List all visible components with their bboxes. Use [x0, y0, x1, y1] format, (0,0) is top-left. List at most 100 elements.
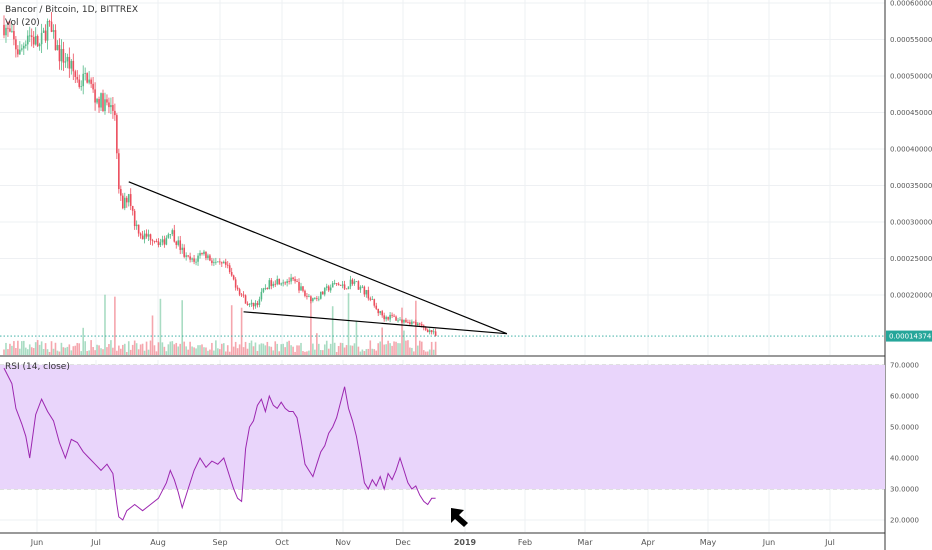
candle-body — [250, 302, 253, 305]
candle-body — [359, 286, 362, 290]
volume-bar — [207, 350, 209, 355]
candle-body — [133, 210, 136, 227]
volume-bar — [201, 344, 203, 355]
candle-body — [316, 298, 318, 299]
candle-body — [42, 30, 45, 33]
candle-body — [183, 247, 185, 257]
candle-body — [312, 298, 314, 301]
volume-bar — [298, 345, 300, 355]
volume-bar — [155, 351, 158, 355]
candle-body — [129, 194, 132, 206]
candle-body — [217, 261, 219, 263]
candle-body — [165, 237, 168, 245]
candle-body — [341, 284, 344, 286]
volume-bar — [82, 327, 84, 355]
candle-body — [244, 295, 247, 304]
candle-body — [86, 73, 88, 83]
candle-body — [203, 251, 205, 254]
volume-bar — [151, 315, 154, 355]
candle-body — [155, 241, 158, 242]
candle-body — [236, 287, 239, 290]
volume-bar — [365, 349, 368, 355]
volume-bar — [228, 351, 231, 355]
volume-bar — [274, 341, 277, 355]
candle-body — [286, 281, 288, 283]
candle-body — [387, 316, 389, 320]
volume-bar — [240, 307, 243, 355]
candle-body — [106, 99, 108, 103]
candle-body — [397, 320, 399, 322]
volume-bar — [189, 341, 191, 355]
candle-body — [215, 261, 217, 263]
volume-bar — [224, 351, 227, 355]
candle-body — [371, 299, 374, 300]
candle-body — [367, 290, 370, 299]
volume-bar — [179, 343, 182, 355]
trendline-upper — [128, 181, 508, 335]
volume-bar — [197, 345, 199, 355]
volume-bar — [217, 348, 219, 355]
candle-body — [290, 277, 292, 282]
candle-body — [347, 286, 350, 290]
candle-body — [385, 316, 387, 320]
candle-body — [207, 255, 209, 259]
candle-body — [420, 324, 423, 326]
volume-bar — [211, 342, 213, 355]
candle-body — [191, 258, 193, 260]
volume-bar — [9, 343, 11, 355]
candle-body — [262, 288, 265, 292]
volume-bar — [399, 343, 401, 355]
volume-bar — [94, 350, 96, 355]
volume-bar — [143, 350, 146, 355]
candle-body — [112, 105, 114, 111]
volume-bar — [238, 344, 241, 355]
time-tick-label: Jun — [30, 538, 44, 547]
candle-body — [19, 49, 21, 55]
candle-body — [74, 71, 77, 77]
candle-body — [143, 233, 146, 240]
candle-body — [92, 83, 94, 90]
candle-body — [209, 255, 211, 261]
rsi-tick-label: 20.0000 — [890, 517, 919, 525]
candle-body — [201, 252, 203, 254]
price-candles[interactable] — [3, 11, 437, 337]
candle-body — [333, 283, 336, 284]
rsi-axis[interactable]: 70.0000 60.0000 50.0000 40.0000 30.0000 20.00… — [890, 362, 919, 525]
candle-body — [377, 308, 380, 314]
candle-body — [94, 89, 96, 103]
volume-bar — [254, 342, 257, 355]
candle-body — [211, 260, 213, 264]
volume-bar — [159, 298, 162, 355]
volume-bar — [391, 345, 393, 355]
volume-bar — [288, 340, 290, 355]
volume-bar — [64, 347, 67, 355]
volume-bar — [361, 349, 364, 355]
price-axis[interactable]: 0.00060000 0.00055000 0.00050000 0.00045000… — [890, 0, 932, 300]
candle-body — [145, 233, 148, 237]
volume-bar — [62, 347, 65, 355]
volume-bar — [92, 347, 94, 355]
volume-bar — [108, 344, 110, 355]
volume-bar — [282, 343, 284, 355]
volume-bar — [127, 341, 130, 355]
volume-bar — [34, 342, 37, 355]
volume-bar — [230, 305, 233, 355]
volume-bar — [381, 327, 383, 355]
volume-bar — [262, 343, 265, 355]
candle-body — [345, 288, 348, 290]
candle-body — [278, 278, 281, 285]
volume-bar — [434, 341, 437, 355]
volume-bar — [133, 340, 136, 355]
candle-body — [58, 45, 61, 62]
volume-bar — [409, 347, 411, 355]
volume-bar — [401, 307, 403, 355]
time-axis[interactable]: Jun Jul Aug Sep Oct Nov Dec 2019 Feb Mar Apr May Jun… — [30, 538, 835, 547]
price-tick-label: 0.00050000 — [890, 73, 932, 81]
candle-body — [38, 44, 41, 47]
volume-bar — [88, 350, 90, 355]
candle-body — [3, 24, 5, 36]
candle-body — [318, 298, 320, 300]
trendlines[interactable] — [128, 181, 508, 335]
volume-bar — [234, 341, 237, 355]
